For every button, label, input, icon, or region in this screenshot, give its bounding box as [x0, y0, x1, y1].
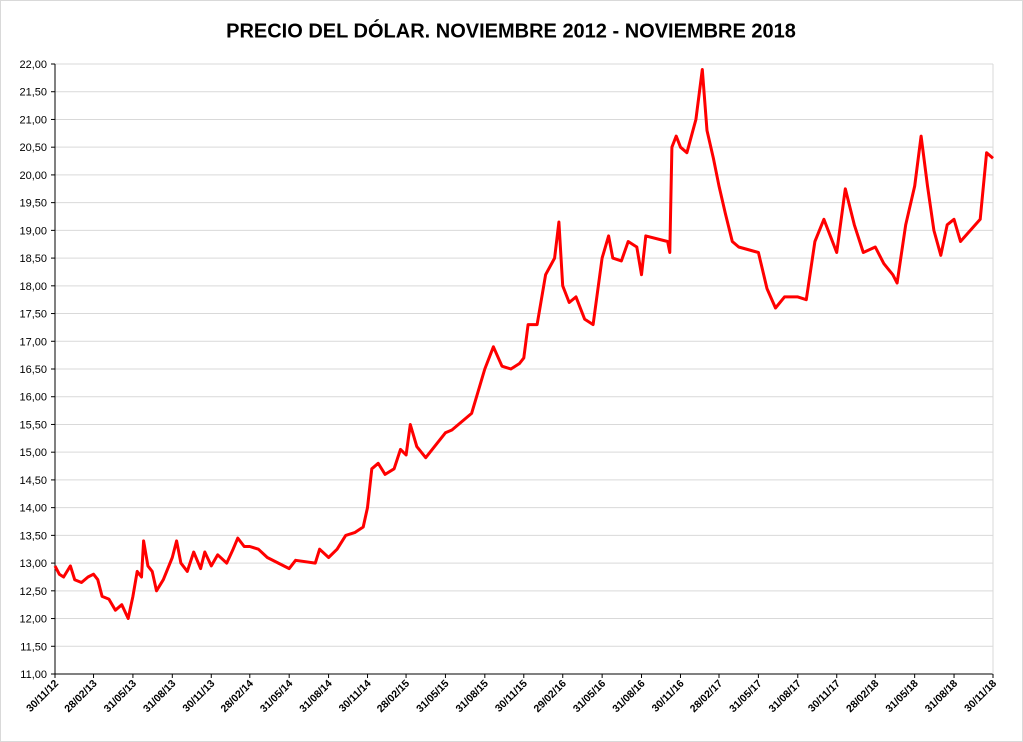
y-tick-label: 19,50 — [19, 198, 47, 210]
y-tick-label: 19,00 — [19, 225, 47, 237]
chart-title: PRECIO DEL DÓLAR. NOVIEMBRE 2012 - NOVIE… — [226, 18, 796, 42]
y-tick-label: 17,50 — [19, 309, 47, 321]
price-line — [53, 68, 994, 620]
y-tick-label: 20,50 — [19, 142, 47, 154]
y-tick-label: 17,00 — [19, 336, 47, 348]
y-tick-label: 16,50 — [19, 364, 47, 376]
y-tick-label: 20,00 — [19, 170, 47, 182]
y-tick-label: 18,00 — [19, 281, 47, 293]
y-tick-label: 15,00 — [19, 447, 47, 459]
y-tick-label: 15,50 — [19, 419, 47, 431]
y-tick-label: 21,50 — [19, 87, 47, 99]
y-tick-label: 22,00 — [19, 59, 47, 71]
y-tick-label: 12,00 — [19, 614, 47, 626]
y-tick-label: 14,00 — [19, 503, 47, 515]
y-tick-label: 12,50 — [19, 586, 47, 598]
y-tick-label: 14,50 — [19, 475, 47, 487]
y-tick-label: 13,50 — [19, 530, 47, 542]
y-tick-label: 11,00 — [20, 669, 47, 681]
y-tick-label: 16,00 — [19, 392, 47, 404]
y-tick-label: 13,00 — [19, 558, 47, 570]
y-tick-label: 18,50 — [19, 253, 47, 265]
y-tick-label: 11,50 — [20, 641, 47, 653]
y-tick-label: 21,00 — [19, 114, 47, 126]
